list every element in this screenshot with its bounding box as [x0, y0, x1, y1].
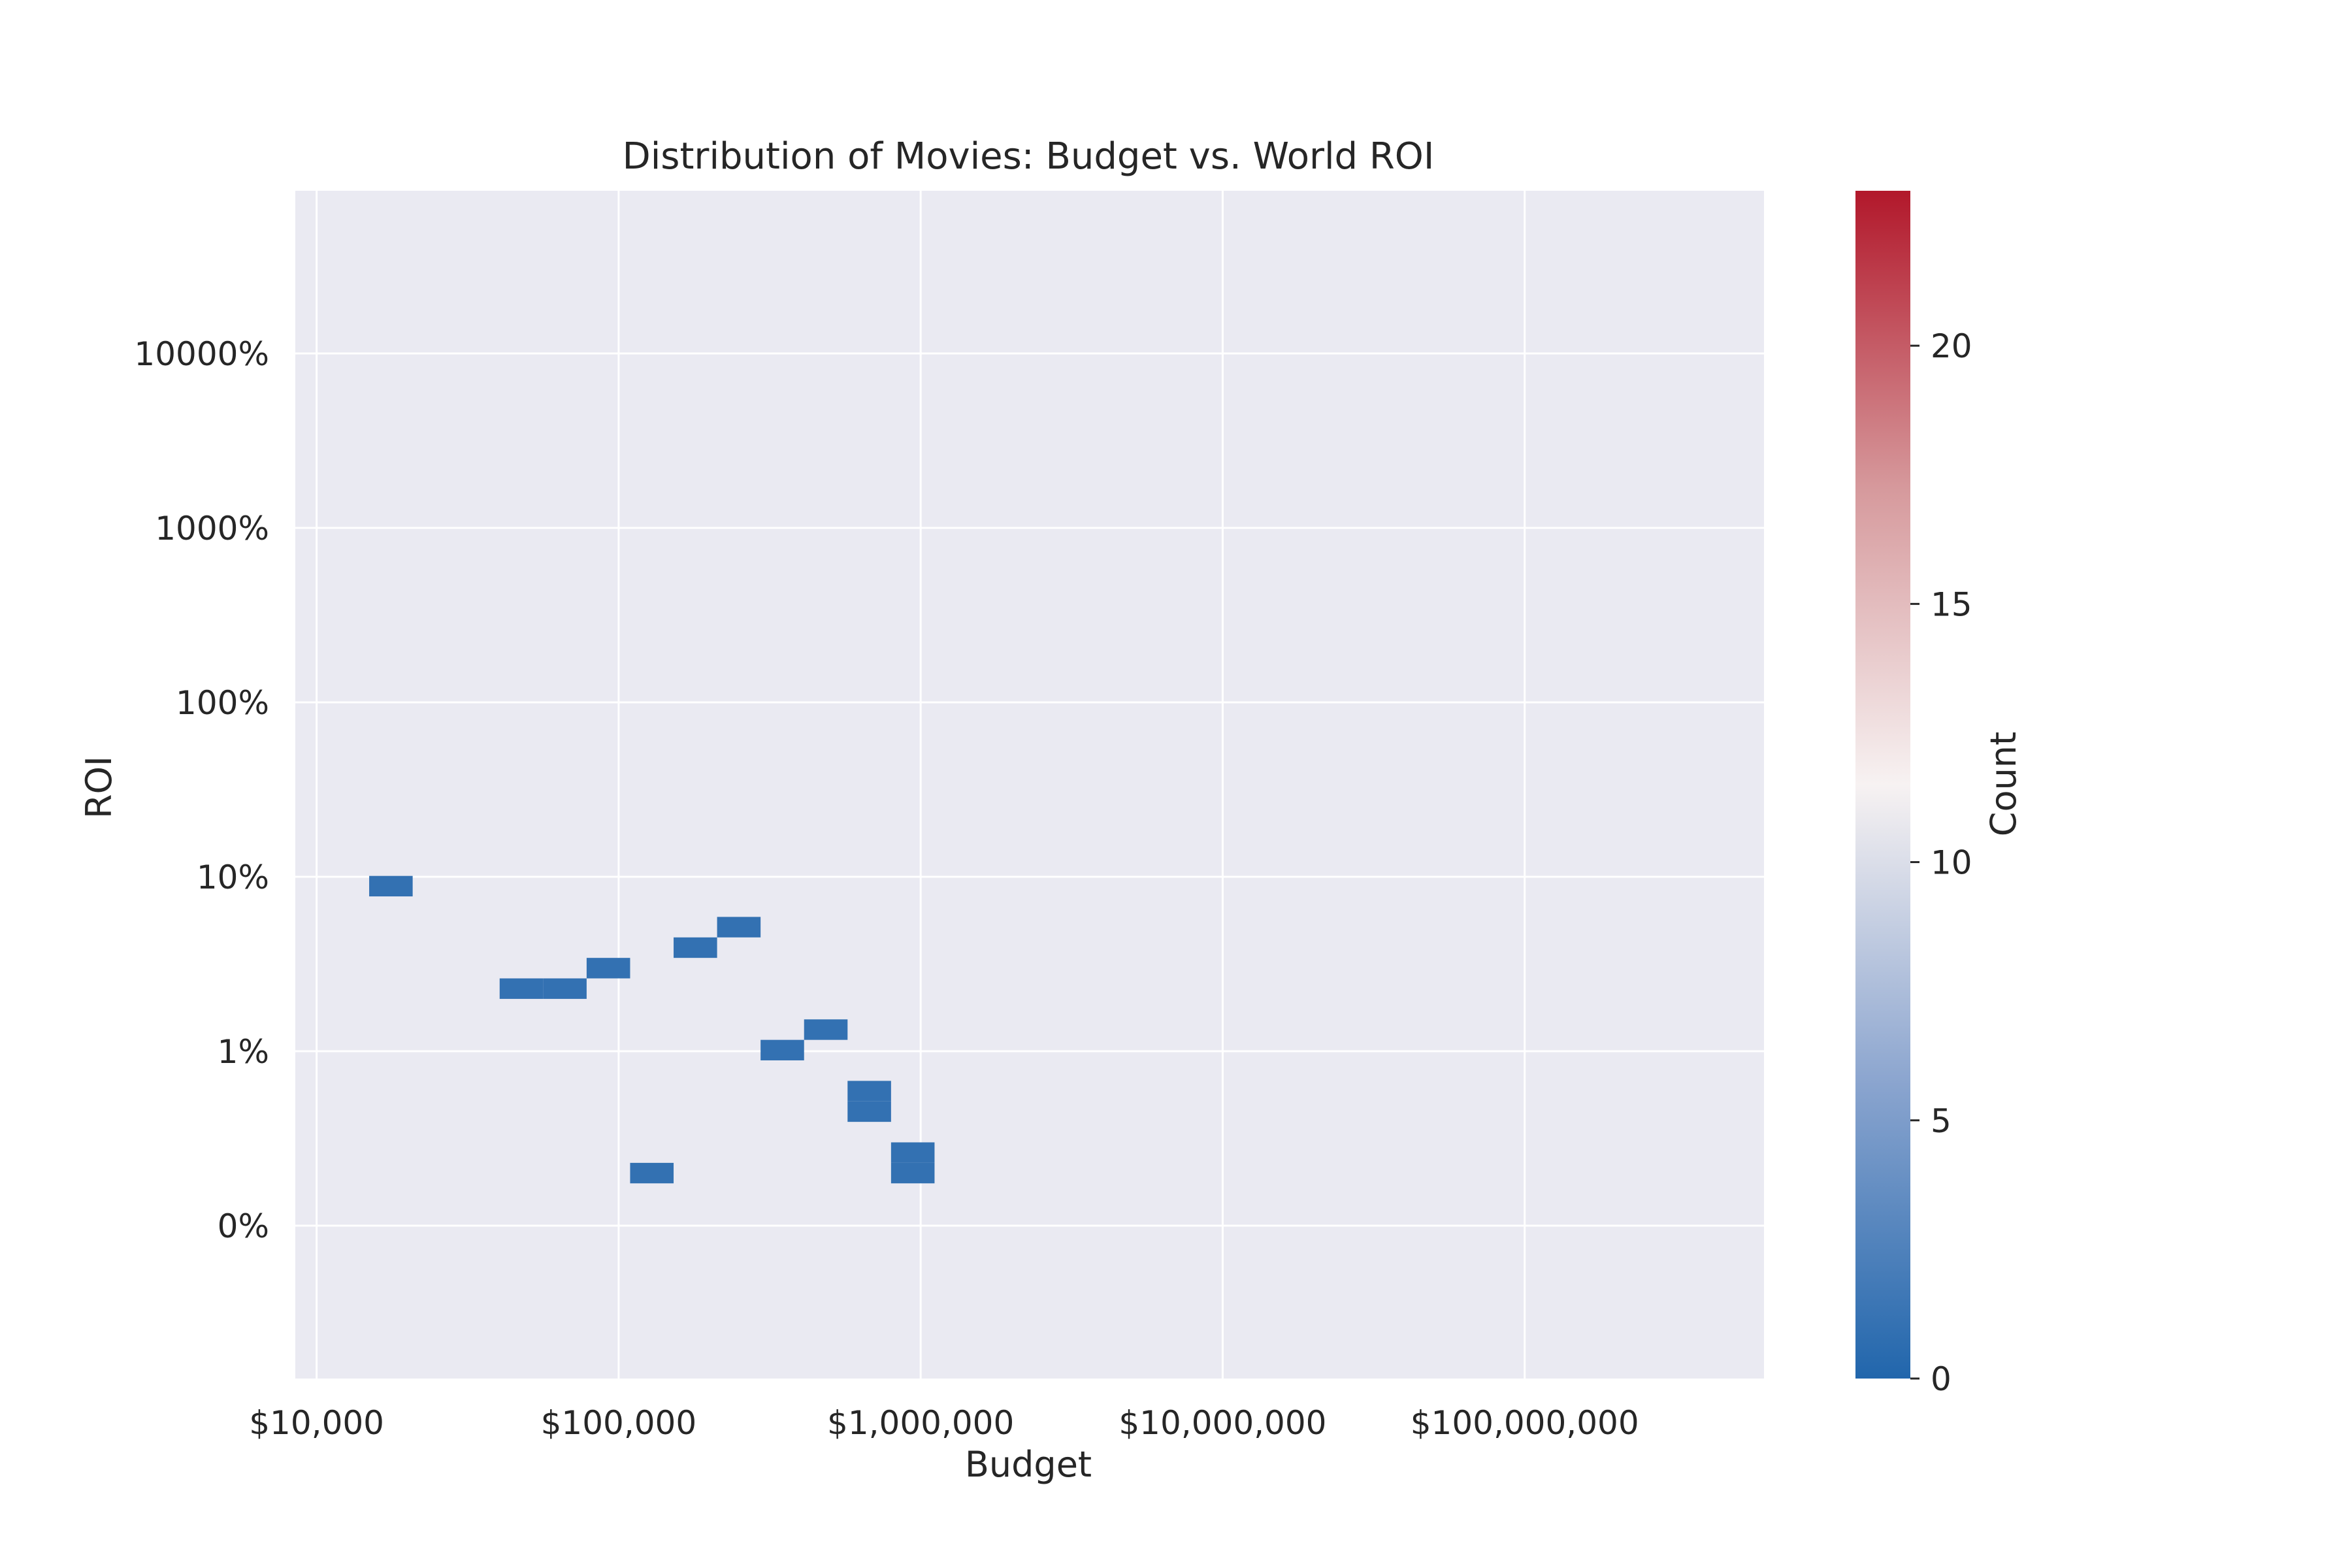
y-tick-label: 0% [218, 1207, 269, 1245]
heatmap-cell [760, 1039, 804, 1061]
y-axis-ticks: 0% 1% 10% 100% 1000% 10000% [134, 335, 269, 1245]
heatmap-cell [890, 1162, 935, 1184]
heatmap-cell [890, 1142, 935, 1163]
heatmap-cell [499, 978, 544, 999]
x-tick-label: $100,000,000 [1411, 1404, 1639, 1442]
heatmap-cell [847, 1081, 891, 1102]
x-axis-label: Budget [965, 1444, 1092, 1485]
heatmap-cell [630, 1162, 674, 1184]
x-tick-label: $10,000,000 [1119, 1404, 1326, 1442]
x-axis-ticks: $10,000 $100,000 $1,000,000 $10,000,000 $100… [249, 1404, 1639, 1442]
y-tick-label: 10000% [134, 335, 269, 373]
heatmap-cell [369, 875, 413, 897]
colorbar-tick-label: 0 [1931, 1360, 1952, 1398]
colorbar-ticks: 0 5 10 15 20 [1910, 327, 1972, 1398]
plot-background [295, 191, 1764, 1379]
y-axis-label: ROI [78, 756, 120, 819]
grid-lines [295, 191, 1764, 1379]
heatmap-cell [717, 917, 761, 938]
heatmap-cell [543, 978, 587, 999]
colorbar-tick-label: 15 [1931, 585, 1972, 623]
heatmap-cell [804, 1019, 848, 1040]
colorbar-label: Count [1983, 732, 2024, 836]
y-tick-label: 1000% [155, 510, 269, 547]
x-tick-label: $1,000,000 [827, 1404, 1014, 1442]
y-tick-label: 100% [176, 684, 269, 722]
colorbar-tick-label: 20 [1931, 327, 1972, 365]
colorbar-tick-label: 10 [1931, 844, 1972, 882]
plot-area [295, 191, 1764, 1379]
heatmap-cell [586, 958, 630, 979]
x-tick-label: $10,000 [249, 1404, 384, 1442]
colorbar-tick-label: 5 [1931, 1102, 1952, 1140]
chart-title: Distribution of Movies: Budget vs. World… [623, 135, 1435, 178]
x-tick-label: $100,000 [541, 1404, 697, 1442]
colorbar [1855, 191, 1910, 1379]
heatmap-cells [369, 875, 935, 1184]
heatmap-cell [847, 1101, 891, 1122]
heatmap-cell [674, 937, 717, 958]
y-tick-label: 1% [218, 1033, 269, 1071]
y-tick-label: 10% [197, 858, 269, 896]
